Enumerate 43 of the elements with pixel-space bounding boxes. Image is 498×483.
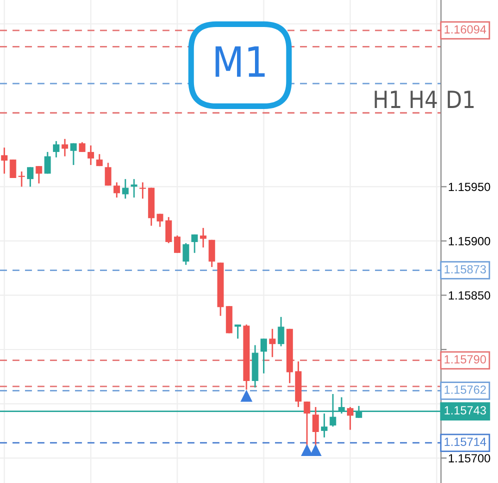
candlestick (10, 158, 16, 179)
candlestick (104, 162, 112, 186)
candlestick (122, 178, 129, 200)
candlestick (234, 324, 242, 340)
candlestick (182, 242, 190, 266)
candlestick (200, 227, 206, 248)
candlestick (1, 146, 8, 174)
text: D1 (448, 90, 474, 108)
candlestick (18, 170, 25, 188)
candlestick (139, 182, 146, 200)
candlestick (62, 138, 68, 157)
candlestick (208, 239, 216, 268)
candlestick (88, 144, 94, 166)
candlestick (312, 406, 319, 448)
ref-line-label: 1.16094 (444, 25, 486, 34)
candlestick (191, 234, 198, 254)
y-tick-label: 1.15950 (448, 182, 490, 192)
ref-line-label: 1.15714 (444, 438, 486, 446)
candlestick (78, 141, 86, 153)
y-tick-label: 1.15700 (448, 454, 490, 462)
annotation: M1 (216, 46, 265, 77)
candlestick (269, 328, 276, 358)
candlestick (346, 406, 354, 431)
candlestick (130, 178, 138, 198)
annotation: H1 (374, 90, 400, 108)
candlestick (44, 151, 51, 174)
candlestick (36, 165, 42, 184)
candlestick (156, 213, 164, 228)
candlestick (278, 316, 284, 347)
ref-line-label: 1.15790 (444, 355, 486, 364)
candlestick (27, 166, 34, 188)
y-tick-label: 1.15850 (448, 291, 490, 300)
ref-line-label: 1.15762 (444, 386, 486, 394)
candlestick (52, 140, 60, 158)
y-tick-label: 1.15900 (448, 236, 490, 246)
ref-line-label: 1.15743 (444, 406, 486, 415)
annotation: H4 (410, 90, 437, 108)
candlestick (165, 216, 172, 244)
candlestick (174, 234, 181, 254)
candlestick (260, 338, 267, 374)
candlestick (113, 182, 120, 198)
candlestick (70, 142, 77, 166)
ref-line-label: 1.15873 (444, 265, 486, 274)
